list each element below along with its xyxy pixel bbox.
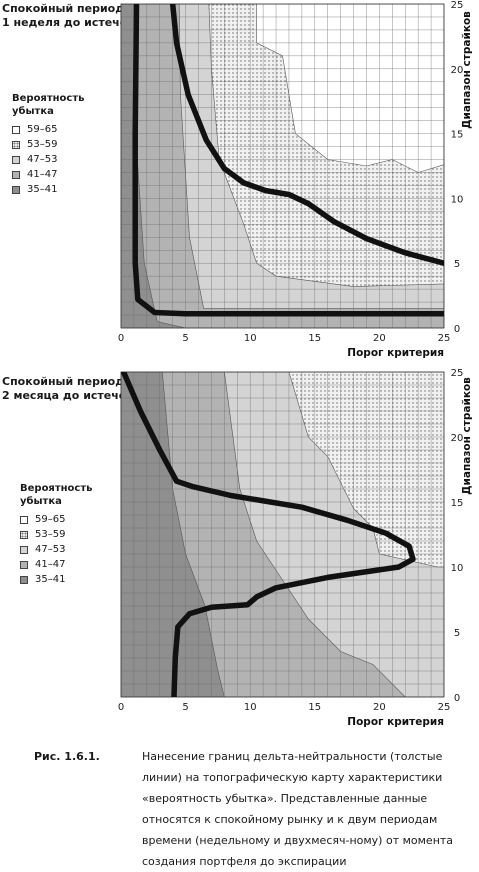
legend-label: 59–65 [35, 514, 66, 525]
legend-swatch [12, 170, 20, 179]
legend-label: 59–65 [27, 124, 58, 135]
legend-swatch [20, 575, 28, 584]
legend-swatch [12, 125, 20, 134]
legend-item: 41–47 [20, 557, 92, 572]
legend-swatch [20, 515, 28, 524]
legend-swatch [12, 140, 20, 149]
caption-text: Нанесение границ дельта-нейтральности (т… [142, 750, 454, 868]
legend-swatch [12, 155, 20, 164]
x-tick-label: 0 [118, 333, 124, 344]
legend-swatch [20, 545, 28, 554]
x-tick-label: 20 [373, 333, 386, 344]
x-tick-label: 15 [308, 333, 321, 344]
legend-label: 53–59 [35, 529, 66, 540]
legend-label: 41–47 [35, 559, 66, 570]
legend-item: 53–59 [20, 527, 92, 542]
x-tick-label: 10 [244, 333, 257, 344]
delta-neutral-line [132, 4, 444, 317]
legend-item: 59–65 [12, 122, 84, 137]
x-tick-label: 25 [438, 333, 451, 344]
y-tick-label: 10 [451, 563, 464, 574]
legend-item: 35–41 [20, 572, 92, 587]
y-axis-label: Диапазон страйков [461, 11, 473, 129]
plot-frame [120, 3, 445, 329]
y-tick-label: 15 [451, 130, 464, 141]
legend-label: 41–47 [27, 169, 58, 180]
x-axis-label: Порог критерия [347, 347, 444, 359]
y-tick-label: 15 [451, 498, 464, 509]
legend-title: Вероятность убытка [20, 483, 93, 507]
x-axis-label: Порог критерия [347, 716, 444, 728]
y-tick-label: 10 [451, 194, 464, 205]
legend-item: 59–65 [20, 512, 92, 527]
x-tick-label: 25 [438, 702, 451, 713]
plot-frame [120, 371, 445, 698]
legend-item: 47–53 [12, 152, 84, 167]
zones [121, 372, 444, 697]
legend-item: 47–53 [20, 542, 92, 557]
x-tick-label: 10 [244, 702, 257, 713]
y-axis-label: Диапазон страйков [461, 377, 473, 495]
legend-swatch [20, 530, 28, 539]
legend-item: 35–41 [12, 182, 84, 197]
legend-label: 35–41 [35, 574, 66, 585]
y-tick-label: 25 [451, 0, 464, 11]
y-tick-label: 0 [454, 693, 460, 704]
delta-neutral-line [121, 372, 416, 697]
chart-panel-two-months: Спокойный период, 2 месяца до истечения … [0, 366, 479, 738]
y-tick-label: 20 [451, 433, 464, 444]
x-tick-label: 0 [118, 702, 124, 713]
x-tick-label: 5 [182, 333, 188, 344]
delta-neutral-line [169, 4, 444, 266]
legend-label: 47–53 [27, 154, 58, 165]
legend-label: 35–41 [27, 184, 58, 195]
legend-swatch [20, 560, 28, 569]
x-tick-label: 15 [308, 702, 321, 713]
legend: Вероятность убытка 59–65 53–59 47–53 41–… [12, 92, 84, 197]
x-tick-label: 5 [182, 702, 188, 713]
y-tick-label: 20 [451, 65, 464, 76]
zones [121, 4, 444, 328]
chart-panel-one-week: Спокойный период, 1 неделя до истечения … [0, 0, 479, 360]
y-tick-label: 5 [454, 628, 460, 639]
y-tick-label: 0 [454, 324, 460, 335]
legend-label: 53–59 [27, 139, 58, 150]
legend: Вероятность убытка 59–65 53–59 47–53 41–… [20, 482, 92, 587]
y-tick-label: 25 [451, 368, 464, 379]
legend-title: Вероятность убытка [12, 93, 85, 117]
legend-swatch [12, 185, 20, 194]
figure-label: Рис. 1.6.1. [34, 750, 100, 763]
legend-item: 41–47 [12, 167, 84, 182]
legend-label: 47–53 [35, 544, 66, 555]
legend-item: 53–59 [12, 137, 84, 152]
x-tick-label: 20 [373, 702, 386, 713]
y-tick-label: 5 [454, 259, 460, 270]
